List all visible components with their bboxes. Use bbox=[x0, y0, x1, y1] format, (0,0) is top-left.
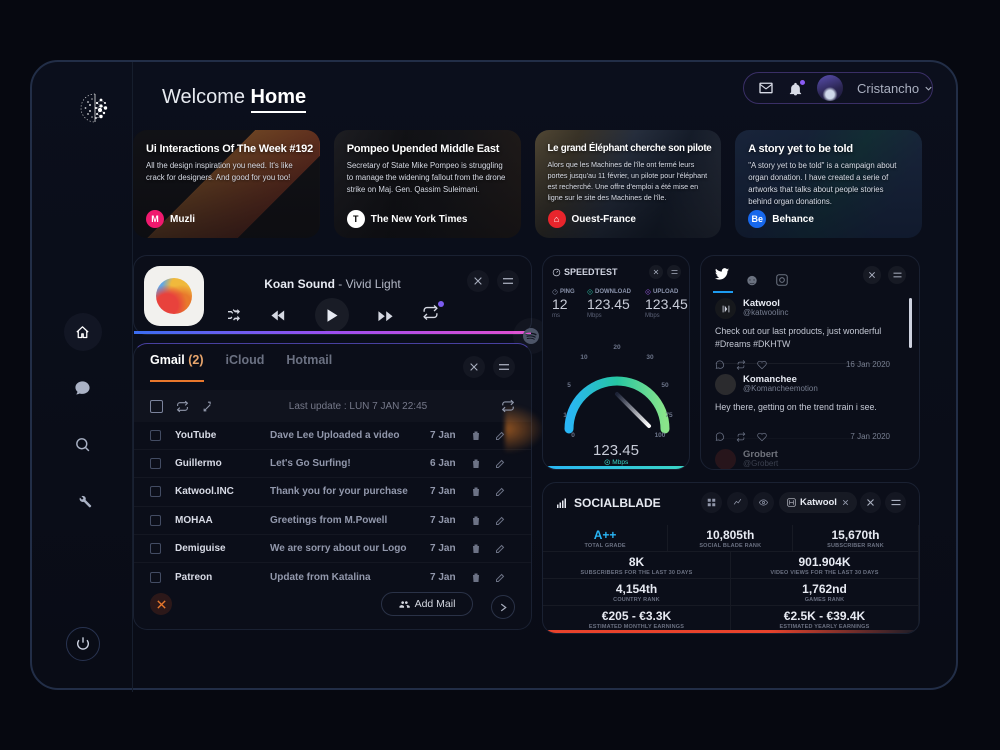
svg-text:20: 20 bbox=[613, 344, 621, 351]
svg-text:10: 10 bbox=[580, 354, 588, 361]
svg-text:1: 1 bbox=[563, 412, 567, 419]
svg-text:100: 100 bbox=[655, 432, 666, 439]
svg-text:30: 30 bbox=[646, 354, 654, 361]
svg-text:75: 75 bbox=[665, 412, 673, 419]
svg-text:0: 0 bbox=[571, 432, 575, 439]
svg-text:50: 50 bbox=[661, 382, 669, 389]
svg-text:5: 5 bbox=[567, 382, 571, 389]
